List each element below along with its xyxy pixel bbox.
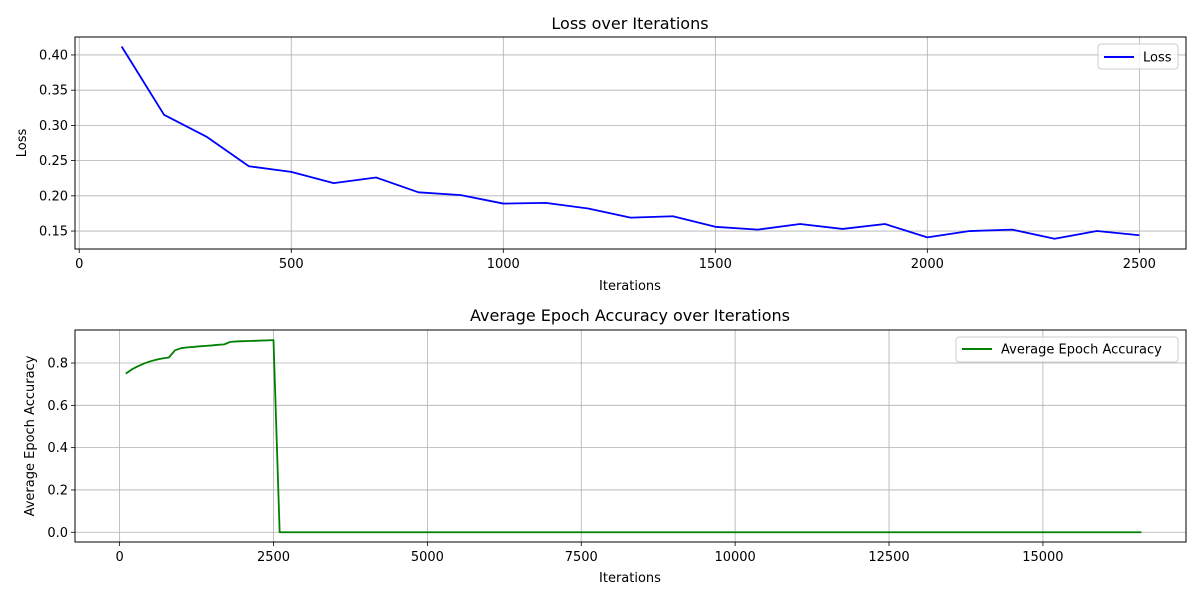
accuracy-chart-xtick-label: 12500 [868, 550, 909, 565]
loss-chart-legend-label: Loss [1143, 51, 1172, 66]
loss-chart-plot [120, 46, 1140, 240]
loss-chart-xlabel: Iterations [599, 279, 661, 294]
accuracy-chart-ytick-label: 0.6 [47, 399, 68, 414]
accuracy-chart-xtick-label: 2500 [257, 550, 290, 565]
accuracy-chart-ytick-label: 0.0 [47, 526, 68, 541]
accuracy-chart-plot [125, 339, 1142, 534]
loss-chart-xtick-label: 2000 [911, 257, 944, 272]
loss-chart-xtick-label: 0 [75, 257, 83, 272]
loss-chart-ytick-label: 0.20 [39, 189, 68, 204]
accuracy-chart-xtick-label: 0 [115, 550, 123, 565]
loss-chart-xtick-label: 1000 [487, 257, 520, 272]
loss-chart-legend: Loss [1097, 43, 1179, 70]
loss-chart-ytick-label: 0.25 [39, 154, 68, 169]
accuracy-chart-xtick-label: 5000 [411, 550, 444, 565]
loss-chart-series-line [120, 46, 1140, 240]
loss-chart: Loss over Iterations 0 500 1000 1500 2000 250… [15, 14, 1187, 294]
accuracy-chart-legend-label: Average Epoch Accuracy [1001, 343, 1162, 358]
accuracy-chart: Average Epoch Accuracy over Iterations 0… [23, 306, 1187, 586]
accuracy-chart-ytick-label: 0.2 [47, 483, 68, 498]
loss-chart-xtick-label: 1500 [699, 257, 732, 272]
loss-chart-title: Loss over Iterations [551, 14, 708, 33]
accuracy-chart-ylabel: Average Epoch Accuracy [23, 355, 38, 516]
accuracy-chart-xlabel: Iterations [599, 571, 661, 586]
accuracy-chart-ticks: 0 2500 5000 7500 10000 12500 15000 0.0 0.2 0.4 0.6… [47, 357, 1063, 565]
accuracy-chart-legend-box [955, 336, 1179, 363]
accuracy-chart-xtick-label: 10000 [714, 550, 755, 565]
loss-chart-ytick-label: 0.30 [39, 119, 68, 134]
loss-chart-grid [75, 37, 1186, 249]
accuracy-chart-xtick-label: 15000 [1022, 550, 1063, 565]
accuracy-chart-frame [74, 329, 1187, 543]
accuracy-chart-legend: Average Epoch Accuracy [955, 336, 1179, 363]
loss-chart-ytick-label: 0.35 [39, 84, 68, 99]
accuracy-chart-ytick-label: 0.8 [47, 357, 68, 372]
accuracy-chart-title: Average Epoch Accuracy over Iterations [470, 306, 790, 325]
loss-chart-ytick-label: 0.40 [39, 48, 68, 63]
accuracy-chart-series-line [125, 339, 1142, 534]
loss-chart-ticks: 0 500 1000 1500 2000 2500 0.15 0.20 0.25 0.30 0.35… [39, 48, 1156, 272]
accuracy-chart-ytick-label: 0.4 [47, 441, 68, 456]
loss-chart-ylabel: Loss [15, 129, 30, 158]
loss-chart-xtick-label: 2500 [1123, 257, 1156, 272]
loss-chart-xtick-label: 500 [279, 257, 304, 272]
accuracy-chart-xtick-label: 7500 [565, 550, 598, 565]
loss-chart-frame [74, 36, 1187, 250]
loss-chart-ytick-label: 0.15 [39, 225, 68, 240]
loss-chart-legend-box [1097, 43, 1179, 70]
